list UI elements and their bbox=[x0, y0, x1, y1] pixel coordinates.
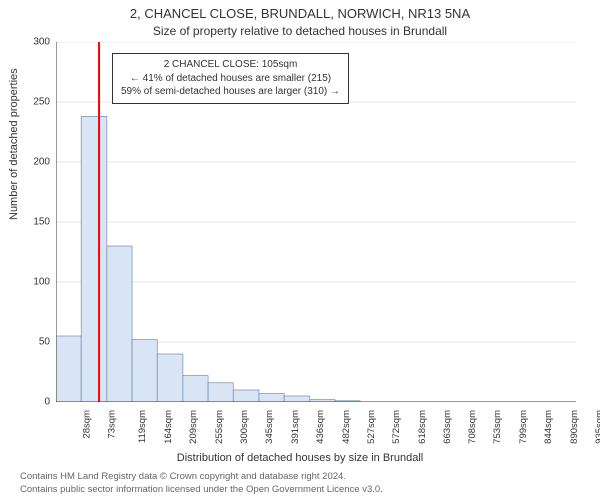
ytick-label: 300 bbox=[33, 37, 50, 48]
xtick-label: 119sqm bbox=[137, 410, 148, 443]
xtick-label: 935sqm bbox=[594, 410, 600, 444]
xtick-label: 572sqm bbox=[391, 410, 402, 444]
ytick-label: 150 bbox=[33, 217, 50, 228]
xtick-label: 482sqm bbox=[341, 410, 352, 444]
xtick-label: 391sqm bbox=[290, 410, 301, 444]
xtick-label: 527sqm bbox=[366, 410, 377, 444]
title-sub: Size of property relative to detached ho… bbox=[0, 24, 600, 38]
ytick-label: 100 bbox=[33, 277, 50, 288]
annotation-box: 2 CHANCEL CLOSE: 105sqm ← 41% of detache… bbox=[112, 53, 349, 104]
y-axis-label: Number of detached properties bbox=[8, 68, 20, 220]
footer-line1: Contains HM Land Registry data © Crown c… bbox=[20, 471, 346, 482]
chart-container: 2, CHANCEL CLOSE, BRUNDALL, NORWICH, NR1… bbox=[0, 0, 600, 500]
ytick-label: 50 bbox=[39, 337, 50, 348]
title-main: 2, CHANCEL CLOSE, BRUNDALL, NORWICH, NR1… bbox=[0, 6, 600, 21]
ytick-label: 200 bbox=[33, 157, 50, 168]
xtick-label: 436sqm bbox=[315, 410, 326, 444]
footer-line2: Contains public sector information licen… bbox=[20, 484, 383, 495]
ytick-label: 250 bbox=[33, 97, 50, 108]
annotation-line3: 59% of semi-detached houses are larger (… bbox=[121, 85, 340, 99]
annotation-line1: 2 CHANCEL CLOSE: 105sqm bbox=[121, 58, 340, 72]
x-axis-label: Distribution of detached houses by size … bbox=[0, 452, 600, 464]
xtick-label: 73sqm bbox=[107, 410, 118, 439]
xtick-label: 618sqm bbox=[417, 410, 428, 444]
xtick-label: 300sqm bbox=[239, 410, 250, 444]
xtick-label: 663sqm bbox=[442, 410, 453, 444]
xtick-label: 209sqm bbox=[188, 410, 199, 444]
xtick-label: 890sqm bbox=[569, 410, 580, 444]
xtick-label: 28sqm bbox=[82, 410, 93, 439]
xtick-label: 844sqm bbox=[543, 410, 554, 444]
xtick-label: 255sqm bbox=[214, 410, 225, 444]
annotation-line2: ← 41% of detached houses are smaller (21… bbox=[121, 72, 340, 86]
ytick-label: 0 bbox=[44, 397, 50, 408]
xtick-label: 708sqm bbox=[467, 410, 478, 444]
xtick-label: 164sqm bbox=[163, 410, 174, 444]
xtick-label: 345sqm bbox=[264, 410, 275, 444]
xtick-label: 799sqm bbox=[518, 410, 529, 444]
xtick-label: 753sqm bbox=[492, 410, 503, 444]
